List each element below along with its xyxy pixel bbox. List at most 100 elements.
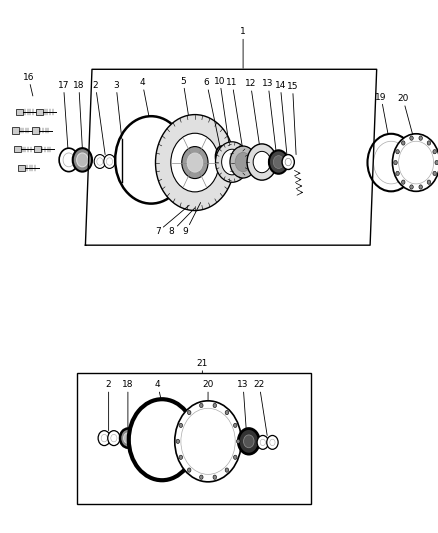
Text: 3: 3 [113, 81, 122, 139]
Circle shape [108, 431, 120, 446]
Text: 13: 13 [262, 79, 276, 150]
Circle shape [182, 147, 208, 179]
Circle shape [111, 434, 117, 442]
Circle shape [269, 150, 288, 174]
Text: 21: 21 [197, 359, 208, 373]
Circle shape [59, 148, 78, 172]
Circle shape [238, 429, 259, 454]
Circle shape [200, 403, 203, 408]
Circle shape [181, 408, 235, 474]
Text: 2: 2 [93, 81, 105, 155]
Circle shape [257, 435, 268, 449]
Circle shape [213, 403, 216, 408]
Ellipse shape [215, 146, 228, 167]
Bar [32, 127, 39, 134]
Circle shape [187, 468, 191, 472]
Circle shape [179, 455, 183, 459]
Circle shape [427, 141, 431, 145]
Circle shape [175, 401, 241, 482]
Circle shape [282, 155, 294, 169]
Bar [16, 109, 23, 115]
Circle shape [187, 410, 191, 415]
Text: 7: 7 [155, 205, 189, 236]
Circle shape [419, 185, 422, 189]
Circle shape [97, 158, 103, 165]
Circle shape [270, 439, 275, 446]
Circle shape [374, 141, 409, 184]
Text: 10: 10 [214, 77, 229, 142]
Circle shape [419, 136, 422, 140]
Text: 12: 12 [245, 79, 259, 144]
Circle shape [187, 153, 203, 172]
Circle shape [396, 150, 399, 154]
Text: 20: 20 [202, 381, 214, 401]
Bar [14, 146, 21, 152]
Circle shape [120, 429, 136, 448]
Circle shape [399, 141, 434, 184]
Circle shape [402, 180, 405, 184]
Circle shape [233, 423, 237, 427]
Text: 4: 4 [155, 381, 161, 400]
Circle shape [253, 151, 271, 173]
Text: 18: 18 [73, 81, 85, 148]
Circle shape [155, 115, 234, 211]
Circle shape [433, 171, 436, 175]
Circle shape [63, 153, 74, 167]
Circle shape [77, 153, 88, 167]
Circle shape [222, 149, 243, 175]
Text: 13: 13 [237, 381, 249, 429]
Circle shape [101, 434, 107, 442]
Circle shape [225, 410, 229, 415]
Circle shape [235, 152, 251, 172]
Circle shape [396, 171, 399, 175]
Circle shape [402, 141, 405, 145]
Circle shape [176, 439, 180, 443]
Circle shape [106, 158, 113, 165]
Circle shape [94, 155, 106, 168]
Circle shape [247, 144, 277, 180]
Text: 11: 11 [226, 78, 242, 146]
Circle shape [115, 116, 187, 204]
Circle shape [171, 133, 219, 192]
Text: 8: 8 [169, 208, 195, 236]
Text: 9: 9 [183, 203, 201, 236]
Text: 19: 19 [375, 93, 388, 134]
Text: 16: 16 [23, 73, 34, 96]
Text: 15: 15 [287, 82, 298, 155]
Circle shape [230, 146, 256, 178]
Text: 2: 2 [106, 381, 111, 431]
Text: 1: 1 [240, 28, 246, 68]
Circle shape [410, 185, 413, 189]
Circle shape [215, 142, 249, 182]
Circle shape [367, 134, 415, 191]
Circle shape [237, 439, 240, 443]
Circle shape [225, 468, 229, 472]
Bar [12, 127, 19, 134]
Circle shape [104, 155, 115, 168]
Bar [18, 165, 25, 171]
Circle shape [267, 435, 278, 449]
Circle shape [200, 475, 203, 479]
Text: 4: 4 [140, 78, 149, 116]
Circle shape [213, 475, 216, 479]
Circle shape [285, 158, 291, 166]
Circle shape [273, 156, 284, 168]
Circle shape [129, 399, 195, 480]
Circle shape [244, 435, 254, 448]
Text: 14: 14 [275, 81, 287, 155]
Circle shape [435, 160, 438, 165]
Bar [36, 109, 43, 115]
Circle shape [394, 160, 397, 165]
Circle shape [410, 136, 413, 140]
Circle shape [124, 433, 132, 443]
Circle shape [427, 180, 431, 184]
Circle shape [98, 431, 110, 446]
Circle shape [179, 423, 183, 427]
Text: 22: 22 [254, 381, 267, 435]
Bar [77, 373, 311, 504]
Circle shape [260, 439, 265, 446]
Text: 20: 20 [397, 94, 413, 134]
Text: 17: 17 [58, 81, 69, 148]
Circle shape [73, 148, 92, 172]
Circle shape [433, 150, 436, 154]
